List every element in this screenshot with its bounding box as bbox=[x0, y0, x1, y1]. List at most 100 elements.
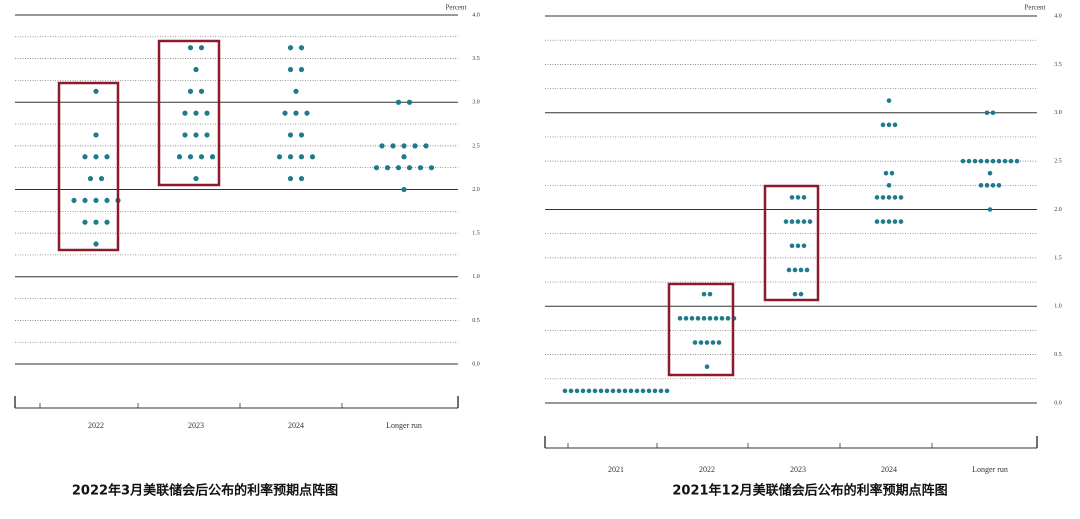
x-tick-label: 2024 bbox=[288, 421, 304, 430]
dot bbox=[287, 154, 294, 160]
dot bbox=[304, 110, 310, 116]
dot bbox=[586, 388, 592, 394]
dot bbox=[652, 388, 658, 394]
dot bbox=[287, 175, 294, 182]
dot bbox=[801, 243, 807, 249]
dot bbox=[193, 132, 199, 138]
x-tick-label: 2022 bbox=[88, 421, 104, 430]
dot bbox=[93, 154, 99, 160]
y-tick-label: 2.5 bbox=[472, 143, 480, 149]
dot bbox=[598, 388, 604, 394]
y-tick-label: 2.5 bbox=[1054, 159, 1062, 165]
y-tick-label: 3.5 bbox=[472, 56, 480, 62]
x-tick-label: 2022 bbox=[699, 465, 715, 474]
dot bbox=[298, 45, 305, 51]
dot bbox=[82, 197, 88, 204]
dot bbox=[406, 165, 413, 171]
dot bbox=[725, 316, 731, 321]
dot bbox=[795, 243, 801, 249]
dot bbox=[892, 195, 898, 200]
dot bbox=[658, 388, 664, 394]
y-tick-label: 3.5 bbox=[1054, 62, 1062, 68]
dot bbox=[786, 267, 792, 273]
dot bbox=[93, 132, 99, 138]
dot bbox=[984, 183, 990, 188]
dot bbox=[417, 165, 424, 171]
x-tick-label: 2023 bbox=[188, 421, 204, 430]
dot bbox=[689, 316, 695, 321]
y-tick-label: 0.5 bbox=[472, 318, 480, 324]
dot bbox=[692, 340, 698, 345]
dot bbox=[874, 219, 880, 224]
dot bbox=[390, 143, 396, 149]
highlight-box bbox=[57, 81, 120, 252]
dot bbox=[309, 154, 316, 160]
dot bbox=[104, 219, 110, 225]
dot bbox=[193, 175, 199, 182]
x-tick-label: 2021 bbox=[608, 465, 624, 474]
dot bbox=[990, 183, 996, 188]
dot bbox=[187, 45, 194, 51]
dot bbox=[568, 388, 574, 394]
dot bbox=[401, 154, 407, 160]
dot bbox=[704, 340, 710, 345]
dot bbox=[695, 316, 701, 321]
dot bbox=[98, 175, 105, 182]
dot bbox=[287, 132, 294, 138]
y-tick-label: 0.5 bbox=[1054, 352, 1062, 358]
dot bbox=[87, 175, 94, 182]
y-tick-label: 1.0 bbox=[1054, 304, 1062, 310]
dot bbox=[792, 267, 798, 273]
dot bbox=[880, 195, 886, 200]
dot bbox=[293, 110, 299, 116]
dot bbox=[795, 195, 801, 200]
dot bbox=[634, 388, 640, 394]
y-tick-label: 0.0 bbox=[1054, 400, 1062, 406]
dot bbox=[198, 88, 205, 94]
dot bbox=[93, 197, 99, 204]
dot bbox=[379, 143, 385, 149]
dot bbox=[789, 195, 795, 200]
dot bbox=[987, 170, 993, 176]
dot bbox=[298, 66, 305, 73]
highlight-box bbox=[157, 39, 221, 187]
highlight-box bbox=[667, 282, 735, 377]
dot bbox=[187, 88, 194, 94]
dot bbox=[880, 122, 886, 128]
dot bbox=[978, 183, 984, 188]
dot bbox=[209, 154, 216, 160]
y-axis-label: Percent bbox=[446, 4, 467, 12]
dot bbox=[193, 66, 199, 73]
dot bbox=[82, 219, 88, 225]
y-tick-label: 2.0 bbox=[472, 187, 480, 193]
dot bbox=[880, 219, 886, 224]
dot bbox=[373, 165, 380, 171]
dot bbox=[401, 143, 407, 149]
dot bbox=[966, 158, 972, 164]
dot bbox=[886, 219, 892, 224]
dot bbox=[886, 122, 892, 128]
dot bbox=[423, 143, 429, 149]
y-tick-label: 1.5 bbox=[1054, 255, 1062, 261]
chart-caption: 2021年12月美联储会后公布的利率预期点阵图 bbox=[672, 483, 947, 499]
dot bbox=[395, 165, 402, 171]
dot bbox=[795, 219, 801, 224]
dot bbox=[984, 110, 990, 116]
chart: 0.0 0.5 1.0 1.5 2.0 2.5 3.0 3.5 4.0 Percent 2021 20… bbox=[544, 4, 1062, 499]
dot bbox=[889, 170, 895, 176]
dot bbox=[1014, 158, 1020, 164]
dot bbox=[93, 219, 99, 225]
dot bbox=[898, 219, 904, 224]
dot bbox=[886, 183, 892, 188]
dot bbox=[990, 158, 996, 164]
dot bbox=[719, 316, 725, 321]
dot bbox=[892, 122, 898, 128]
dot bbox=[972, 158, 978, 164]
dot bbox=[698, 340, 704, 345]
dot bbox=[883, 170, 889, 176]
dot bbox=[395, 99, 402, 105]
dot bbox=[71, 197, 77, 204]
dot bbox=[562, 388, 568, 394]
y-tick-label: 4.0 bbox=[1054, 13, 1062, 19]
